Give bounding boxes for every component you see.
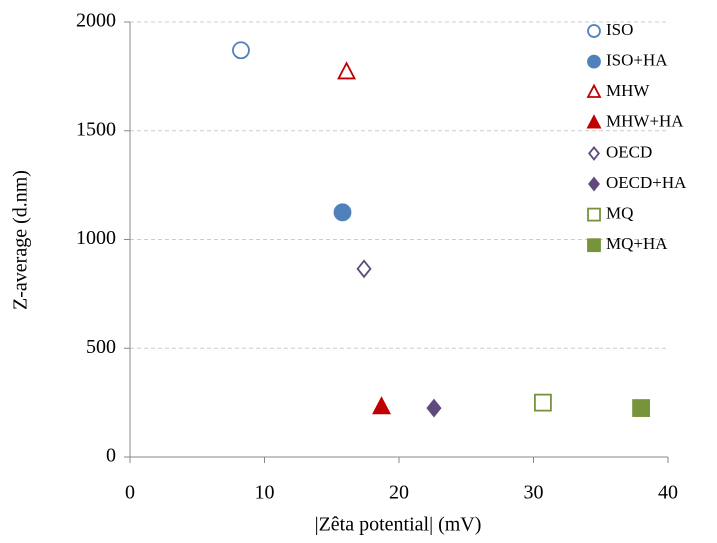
- x-axis-label: |Zêta potential| (mV): [315, 514, 482, 536]
- legend-label: MHW+HA: [606, 112, 684, 131]
- legend-marker: [587, 207, 601, 222]
- marker: [426, 398, 442, 418]
- legend-marker: [587, 24, 601, 38]
- marker: [632, 399, 650, 417]
- y-tick-label: 1500: [76, 118, 116, 140]
- y-tick-label: 0: [106, 445, 116, 467]
- marker: [333, 203, 352, 222]
- legend-label: OECD+HA: [606, 173, 687, 192]
- y-axis-label: Z-average (d.nm): [10, 170, 32, 310]
- legend-marker: [588, 145, 600, 161]
- x-tick-label: 0: [125, 482, 135, 504]
- marker: [232, 41, 250, 60]
- x-tick-label: 30: [524, 482, 544, 504]
- marker: [337, 61, 357, 80]
- y-tick-label: 1000: [76, 227, 116, 249]
- legend-marker: [586, 114, 602, 129]
- x-tick-label: 10: [255, 482, 275, 504]
- x-tick-label: 40: [658, 482, 678, 504]
- legend-label: MQ+HA: [606, 234, 668, 253]
- legend-marker: [588, 176, 600, 192]
- y-tick-label: 2000: [76, 10, 116, 32]
- x-tick-label: 20: [389, 482, 409, 504]
- marker: [372, 396, 392, 415]
- legend-label: ISO+HA: [606, 51, 668, 70]
- legend-marker: [587, 238, 601, 253]
- legend-marker: [587, 54, 601, 69]
- marker: [356, 259, 372, 279]
- legend-label: MQ: [606, 204, 633, 223]
- legend-label: ISO: [606, 20, 633, 39]
- legend-label: OECD: [606, 142, 652, 161]
- marker: [534, 393, 552, 412]
- y-tick-label: 500: [86, 336, 116, 358]
- legend-label: MHW: [606, 81, 650, 100]
- legend-marker: [586, 83, 602, 98]
